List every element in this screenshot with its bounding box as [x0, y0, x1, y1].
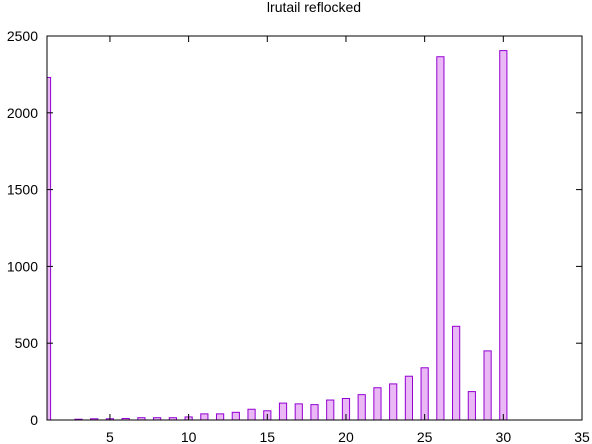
y-tick-label-1000: 1000 [7, 258, 38, 274]
bar-19 [326, 399, 335, 421]
x-tick-label-35: 35 [574, 429, 590, 444]
bars-group [46, 50, 508, 421]
bar-1 [46, 76, 52, 421]
x-tick-label-25: 25 [417, 429, 433, 444]
y-tick-label-1500: 1500 [7, 182, 38, 198]
x-axis: 5 10 15 20 25 30 35 [106, 36, 590, 444]
y-tick-label-2500: 2500 [7, 28, 38, 44]
bar-18 [310, 404, 319, 421]
x-tick-label-30: 30 [496, 429, 512, 444]
bar-28 [467, 391, 476, 421]
x-tick-label-15: 15 [260, 429, 276, 444]
bar-22 [373, 387, 382, 421]
bar-29 [483, 350, 492, 421]
bar-30 [499, 50, 508, 421]
bar-12 [215, 413, 225, 421]
x-tick-label-5: 5 [106, 429, 114, 444]
y-tick-label-0: 0 [30, 412, 38, 428]
bar-26 [436, 56, 445, 421]
bar-23 [389, 383, 398, 421]
chart-title: lrutail reflocked [267, 0, 361, 15]
y-tick-label-2000: 2000 [7, 105, 38, 121]
plot-frame [46, 35, 583, 421]
y-tick-label-500: 500 [15, 335, 39, 351]
bar-21 [357, 394, 366, 421]
x-tick-label-10: 10 [181, 429, 197, 444]
bar-13 [231, 411, 240, 421]
bar-25 [420, 367, 429, 421]
x-tick-label-20: 20 [338, 429, 354, 444]
bar-27 [452, 325, 461, 421]
y-axis: 0 500 1000 1500 2000 2500 [7, 28, 582, 428]
bar-14 [247, 408, 256, 421]
bar-24 [404, 375, 414, 421]
bar-11 [200, 413, 209, 421]
bar-16 [278, 402, 288, 421]
bar-17 [294, 403, 303, 421]
